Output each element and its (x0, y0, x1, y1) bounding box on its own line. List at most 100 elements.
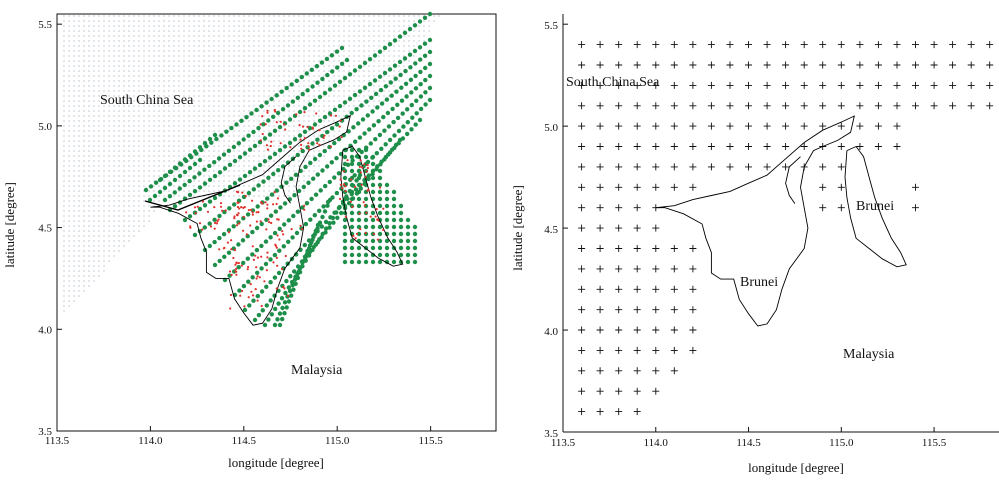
sea-dot (98, 185, 100, 187)
sea-dot (133, 95, 135, 97)
green-dot (310, 141, 315, 146)
sea-dot (288, 25, 290, 27)
grid-point-cross (633, 122, 641, 130)
green-dot (405, 224, 411, 230)
green-dot (277, 226, 282, 231)
red-station (298, 124, 301, 127)
sea-dot (173, 125, 175, 127)
sea-dot (288, 90, 290, 92)
sea-dot (163, 140, 165, 142)
sea-dot (273, 95, 275, 97)
sea-dot (113, 235, 115, 237)
green-dot (167, 169, 173, 174)
green-dot (167, 194, 173, 199)
sea-dot (373, 45, 375, 47)
sea-dot (253, 140, 255, 142)
green-dot (212, 132, 218, 138)
green-dot (336, 171, 342, 176)
green-dot (407, 52, 413, 57)
sea-dot (188, 185, 190, 187)
sea-dot (103, 70, 105, 72)
red-station (241, 289, 244, 293)
green-dot (382, 157, 387, 162)
green-dot (357, 89, 363, 94)
sea-dot (268, 110, 270, 112)
red-station (252, 258, 255, 261)
green-dot (391, 259, 397, 265)
sea-dot (368, 90, 370, 92)
green-dot (192, 175, 197, 180)
sea-dot (88, 75, 90, 77)
sea-dot (248, 115, 250, 117)
sea-dot (148, 115, 150, 117)
sea-dot (148, 35, 150, 37)
green-dot (242, 307, 248, 313)
green-dot (377, 132, 383, 138)
sea-dot (263, 35, 265, 37)
sea-dot (203, 155, 205, 157)
sea-dot (128, 160, 130, 162)
sea-dot (138, 170, 140, 172)
sea-dot (113, 170, 115, 172)
sea-dot (168, 160, 170, 162)
sea-dot (223, 120, 225, 122)
sea-dot (163, 105, 165, 107)
sea-dot (83, 120, 85, 122)
sea-dot (88, 110, 90, 112)
sea-dot (133, 235, 135, 237)
sea-dot (343, 30, 345, 32)
sea-dot (138, 175, 140, 177)
green-dot (279, 89, 284, 94)
sea-dot (393, 30, 395, 32)
green-dot (374, 167, 379, 172)
red-station (235, 213, 239, 216)
sea-dot (138, 90, 140, 92)
sea-dot (98, 115, 100, 117)
grid-point-cross (652, 41, 660, 49)
green-dot (287, 288, 293, 294)
sea-dot (83, 285, 85, 287)
sea-dot (73, 25, 75, 27)
sea-dot (213, 30, 215, 32)
sea-dot (253, 25, 255, 27)
sea-dot (203, 80, 205, 82)
green-dot (403, 68, 408, 74)
grid-point-cross (615, 326, 623, 334)
red-station (235, 224, 239, 227)
sea-dot (133, 205, 135, 207)
sea-dot (103, 80, 105, 82)
green-dot (353, 139, 358, 144)
sea-dot (188, 135, 190, 137)
red-station (259, 123, 262, 126)
sea-dot (83, 205, 85, 207)
sea-dot (163, 45, 165, 47)
red-station (339, 183, 342, 186)
sea-dot (203, 60, 205, 62)
green-dot (236, 265, 241, 270)
green-dot (305, 88, 310, 93)
sea-dot (308, 130, 310, 132)
sea-dot (133, 190, 135, 192)
sea-dot (133, 20, 135, 22)
green-dot (387, 137, 393, 143)
green-dot (367, 81, 373, 87)
sea-dot (98, 270, 100, 272)
sea-dot (233, 185, 235, 187)
green-dot (272, 230, 278, 236)
sea-dot (218, 95, 220, 97)
sea-dot (83, 35, 85, 37)
sea-dot (143, 90, 145, 92)
green-dot (197, 145, 203, 150)
sea-dot (268, 85, 270, 87)
sea-dot (228, 70, 230, 72)
grid-point-cross (726, 143, 734, 150)
red-station (367, 188, 370, 191)
grid-point-cross (670, 245, 678, 252)
sea-dot (143, 225, 145, 227)
sea-dot (138, 165, 140, 167)
sea-dot (83, 20, 85, 22)
sea-dot (323, 110, 325, 112)
green-dot (312, 213, 317, 218)
sea-dot (293, 15, 295, 17)
sea-dot (93, 85, 95, 87)
